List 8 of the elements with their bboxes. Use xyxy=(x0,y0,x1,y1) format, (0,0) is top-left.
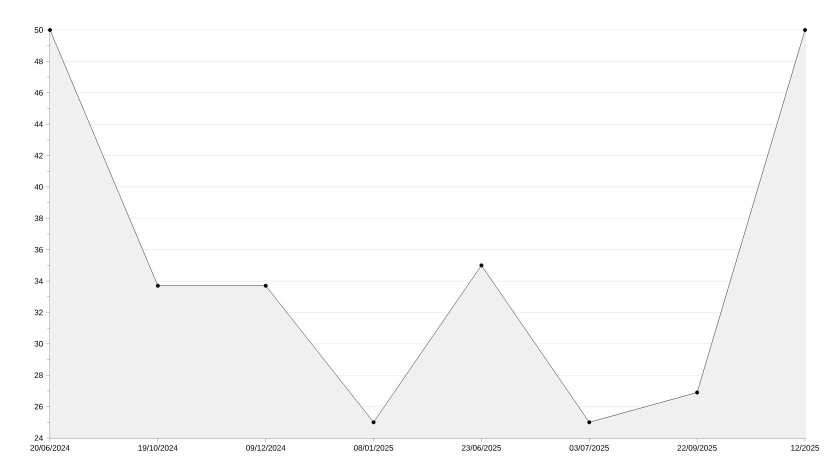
point xyxy=(695,390,700,394)
point xyxy=(479,263,484,268)
point xyxy=(156,284,160,288)
point xyxy=(264,284,268,288)
point xyxy=(372,420,376,424)
point xyxy=(803,28,807,32)
point xyxy=(587,420,592,424)
point xyxy=(48,28,52,32)
